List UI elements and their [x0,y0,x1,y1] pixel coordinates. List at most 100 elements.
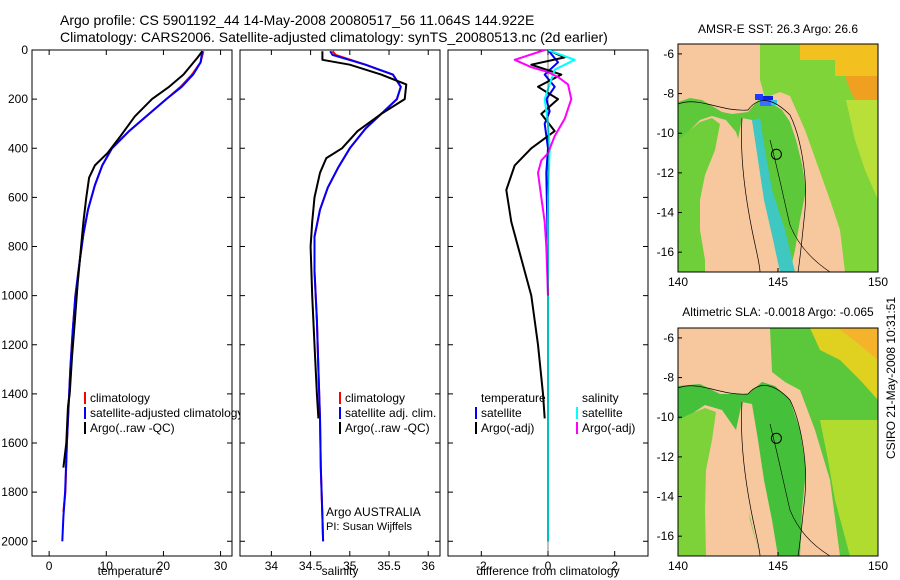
legend-salinity-heading: salinity [582,391,619,405]
coastline [678,385,806,556]
cold-patch [771,100,777,105]
cold-patch [763,96,773,102]
coastal-cyan-band [752,118,795,272]
map-y-tick-label: -14 [657,490,675,504]
gulf-of-carpentaria [678,118,720,272]
x-tick-label: 34 [265,559,279,573]
coastline [741,401,761,556]
x-tick-label: 30 [214,559,228,573]
salinity-xlabel: salinity [322,564,359,578]
series-line-argo-raw-qc- [62,50,204,468]
legend-label-satellite: satellite adj. clim. [345,406,436,420]
series-line-satellite-adj-clim- [313,50,402,542]
temperature-axes [31,49,233,557]
x-tick-label: 0 [46,559,53,573]
coastline [741,117,761,272]
legend-label-climatology: climatology [345,391,405,405]
y-tick-label: 0 [21,43,28,57]
coastline [678,100,806,272]
legend-label-sal-argo: Argo(-adj) [582,421,635,435]
y-tick-label: 400 [8,141,28,155]
series-line-salinity-argo-adj- [513,50,573,296]
high-sla-region [838,328,878,360]
temperature-lines [61,50,205,542]
reef-contour [769,423,831,556]
map-y-tick-label: -10 [657,126,675,140]
y-tick-label: 1000 [1,289,28,303]
difference-lines [505,50,576,556]
x-tick-label: 0 [545,559,552,573]
salinity-axes [239,49,441,557]
x-tick-label: 35.5 [377,559,401,573]
map-y-tick-label: -14 [657,206,675,220]
legend-label-climatology: climatology [90,391,150,405]
map-y-tick-label: -16 [657,529,675,543]
map-x-tick-label: 145 [768,559,788,573]
sst-map-ticks: 140 145 150 -6 -8 -10 -12 -14 -16 [657,47,889,289]
argo-position-marker [770,432,782,444]
map-x-tick-label: 150 [868,559,888,573]
cold-patch [755,94,763,100]
pi-label: PI: Susan Wijffels [326,521,412,533]
salinity-legend: climatology satellite adj. clim. Argo(..… [339,391,436,435]
map-y-tick-label: -12 [657,450,675,464]
map-x-tick-label: 145 [768,275,788,289]
x-tick-label: 10 [100,559,114,573]
map-y-tick-label: -10 [657,410,675,424]
argo-australia-label: Argo AUSTRALIA [326,505,421,519]
csiro-timestamp: CSIRO 21-May-2008 10:31:51 [884,297,898,459]
x-tick-label: 34.5 [299,559,323,573]
sla-map-title: Altimetric SLA: -0.0018 Argo: -0.065 [682,305,874,319]
map-y-tick-label: -6 [663,47,674,61]
sea-region-west [678,382,806,556]
difference-xlabel: difference from climatology [476,564,619,578]
series-line-argo-raw-qc- [309,51,408,419]
sla-map-panel: Altimetric SLA: -0.0018 Argo: -0.065 140… [657,305,889,573]
legend-label-satellite: satellite-adjusted climatology [90,406,243,420]
mid-sst-region [846,100,878,200]
high-sla-region [810,328,878,400]
temperature-legend: climatology satellite-adjusted climatolo… [84,391,243,435]
map-y-tick-label: -16 [657,245,675,259]
sst-map-content [678,44,878,272]
y-tick-label: 1200 [1,338,28,352]
map-y-tick-label: -12 [657,166,675,180]
difference-panel: -2 0 2 difference from climatology tempera… [447,49,649,578]
map-x-tick-label: 150 [868,275,888,289]
legend-temperature-heading: temperature [481,391,546,405]
y-tick-label: 1600 [1,436,28,450]
salinity-ticks: 34 34.5 35 35.5 36 [240,49,440,573]
legend-label-sal-satellite: satellite [582,406,623,420]
sst-map-title: AMSR-E SST: 26.3 Argo: 26.6 [698,22,858,36]
series-line-temperature-argo-adj- [505,50,566,419]
map-y-tick-label: -8 [663,371,674,385]
legend-label-argo: Argo(..raw -QC) [345,421,430,435]
y-tick-label: 1400 [1,387,28,401]
y-tick-label: 800 [8,240,28,254]
temperature-ticks: 0 10 20 30 0 200 400 600 800 1000 1200 1400 1600 1800… [1,43,232,573]
difference-legend: temperature satellite Argo(-adj) salinit… [475,391,635,435]
salinity-panel: 34 34.5 35 35.5 36 salinity climatology sate… [239,49,441,578]
sst-map-panel: AMSR-E SST: 26.3 Argo: 26.6 [657,22,889,289]
x-tick-label: 2 [611,559,618,573]
figure-title-line1: Argo profile: CS 5901192_44 14-May-2008 … [60,12,534,28]
y-tick-label: 200 [8,92,28,106]
salinity-lines [309,50,408,542]
y-tick-label: 1800 [1,485,28,499]
x-tick-label: 35 [343,559,357,573]
map-y-tick-label: -6 [663,331,674,345]
cold-patch [760,100,772,106]
x-tick-label: 36 [422,559,436,573]
temperature-panel: 0 10 20 30 0 200 400 600 800 1000 1200 1400 1600 1800… [1,43,243,578]
sla-map-content [678,328,878,556]
temperature-xlabel: temperature [98,564,163,578]
legend-label-temp-argo: Argo(-adj) [481,421,534,435]
cape-york-land [736,118,780,272]
map-x-tick-label: 140 [668,559,688,573]
reef-contour [769,139,831,272]
figure-title-line2: Climatology: CARS2006. Satellite-adjuste… [60,29,608,45]
legend-label-argo: Argo(..raw -QC) [90,421,175,435]
map-x-tick-label: 140 [668,275,688,289]
x-tick-label: -2 [476,559,487,573]
